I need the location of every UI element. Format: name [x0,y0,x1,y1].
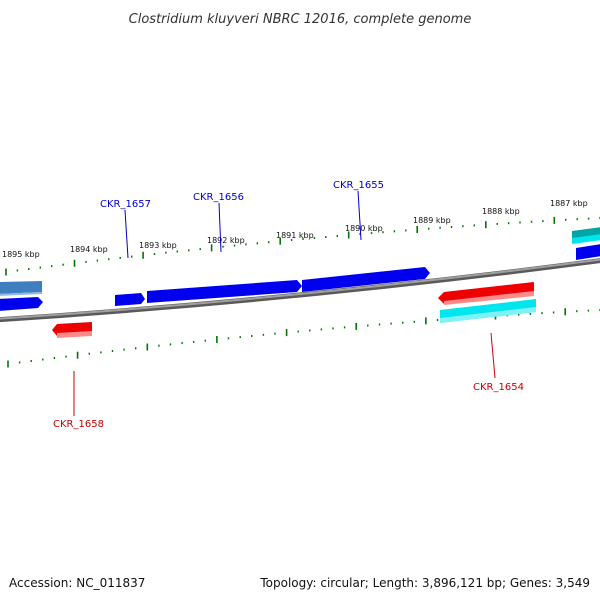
forward-strand-features [0,227,600,311]
gene-leader-lines [73,190,496,416]
scale-label-1889: 1889 kbp [413,216,451,225]
gene-ckr-1655-arrow[interactable] [302,267,430,292]
scale-label-1893: 1893 kbp [139,241,177,250]
leader-ckr-1654 [490,332,496,379]
leader-ckr-1655 [357,190,362,241]
scale-label-1895: 1895 kbp [2,250,40,259]
teal-feature-highlight [572,234,600,244]
cyan-feature-highlight [440,307,536,323]
scale-label-1890: 1890 kbp [345,224,383,233]
genome-summary: Topology: circular; Length: 3,896,121 bp… [260,576,590,590]
gene-ckr-1657-arrow[interactable] [115,293,145,306]
gene-ckr-1654-arrow[interactable] [438,282,534,304]
gene-ckr-1658-arrow-highlight [57,331,92,338]
gene-label-ckr-1656[interactable]: CKR_1656 [193,192,244,203]
gene-feature-cut-right[interactable] [576,244,600,260]
scale-label-1891: 1891 kbp [276,231,314,240]
scale-label-1892: 1892 kbp [207,236,245,245]
gene-label-ckr-1658[interactable]: CKR_1658 [53,419,104,430]
accession-label: Accession: NC_011837 [9,576,146,590]
gene-label-ckr-1655[interactable]: CKR_1655 [333,180,384,191]
gene-feature-steelblue-highlight [0,292,42,296]
scale-label-1894: 1894 kbp [70,245,108,254]
scale-labels: 1895 kbp 1894 kbp 1893 kbp 1892 kbp 1891… [2,199,588,259]
leader-ckr-1656 [218,202,222,253]
scale-label-1887: 1887 kbp [550,199,588,208]
gene-label-ckr-1654[interactable]: CKR_1654 [473,382,524,393]
outer-scale-ticks [5,216,600,276]
reverse-strand-features [52,282,536,338]
scale-label-1888: 1888 kbp [482,207,520,216]
inner-scale-ticks [7,308,600,368]
gene-ckr-1656-arrow[interactable] [147,280,302,303]
gene-label-ckr-1657[interactable]: CKR_1657 [100,199,151,210]
leader-ckr-1657 [124,209,129,259]
gene-feature-steelblue[interactable] [0,281,42,294]
gene-feature-cut-left[interactable] [0,297,43,311]
gene-ckr-1654-arrow-highlight [444,291,534,305]
genome-backbone [0,258,600,320]
gene-labels: CKR_1658 CKR_1657 CKR_1656 CKR_1655 CKR_… [53,180,524,430]
map-title: Clostridium kluyveri NBRC 12016, complet… [129,12,472,27]
